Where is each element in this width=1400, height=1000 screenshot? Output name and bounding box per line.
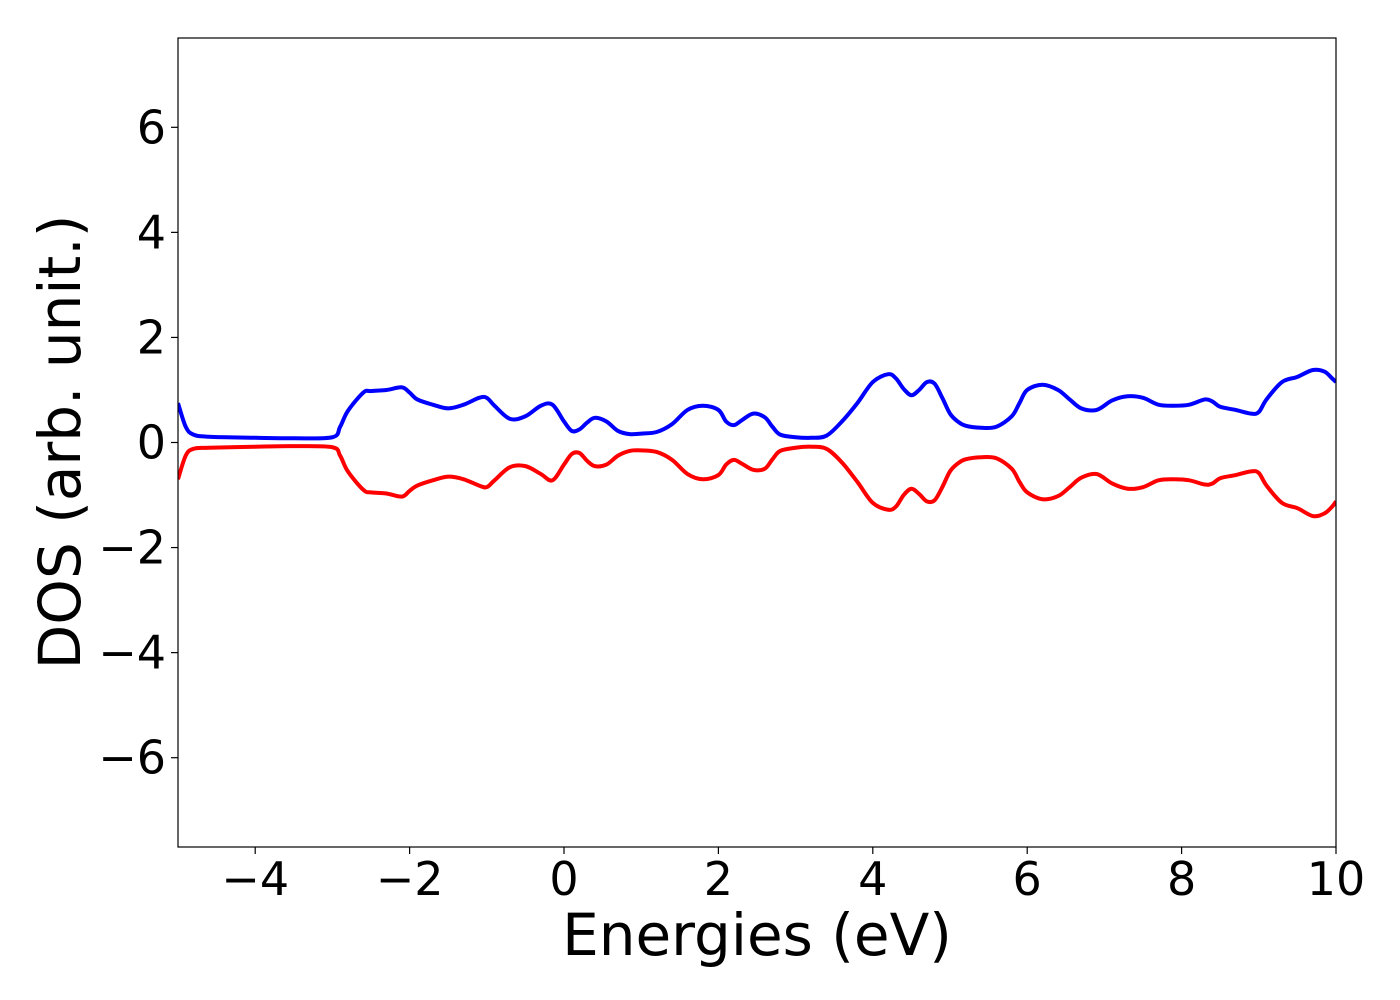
- x-tick-label: 6: [1013, 852, 1042, 906]
- y-axis-title: DOS (arb. unit.): [26, 215, 94, 670]
- y-tick-label: −2: [98, 521, 166, 575]
- dos-series-line-red: [178, 444, 1336, 519]
- y-tick-label: 4: [137, 205, 166, 259]
- x-tick-label: −2: [376, 852, 444, 906]
- y-tick-label: −4: [98, 626, 166, 680]
- x-tick-label: −4: [221, 852, 289, 906]
- y-tick-label: −6: [98, 731, 166, 785]
- dos-series-line-blue: [178, 367, 1336, 441]
- x-tick-label: 4: [858, 852, 887, 906]
- x-tick-label: 2: [704, 852, 733, 906]
- x-tick-label: 0: [549, 852, 578, 906]
- x-axis-ticks: −4 −2 0 2 4 6 8 10: [221, 847, 1365, 906]
- y-tick-label: 0: [137, 416, 166, 470]
- series-layer: [178, 367, 1336, 519]
- x-tick-label: 10: [1307, 852, 1366, 906]
- x-axis-title: Energies (eV): [562, 901, 952, 969]
- y-tick-label: 2: [137, 310, 166, 364]
- plot-area: [178, 38, 1336, 847]
- x-tick-label: 8: [1167, 852, 1196, 906]
- y-axis-ticks: −6 −4 −2 0 2 4 6: [98, 100, 178, 785]
- y-tick-label: 6: [137, 100, 166, 154]
